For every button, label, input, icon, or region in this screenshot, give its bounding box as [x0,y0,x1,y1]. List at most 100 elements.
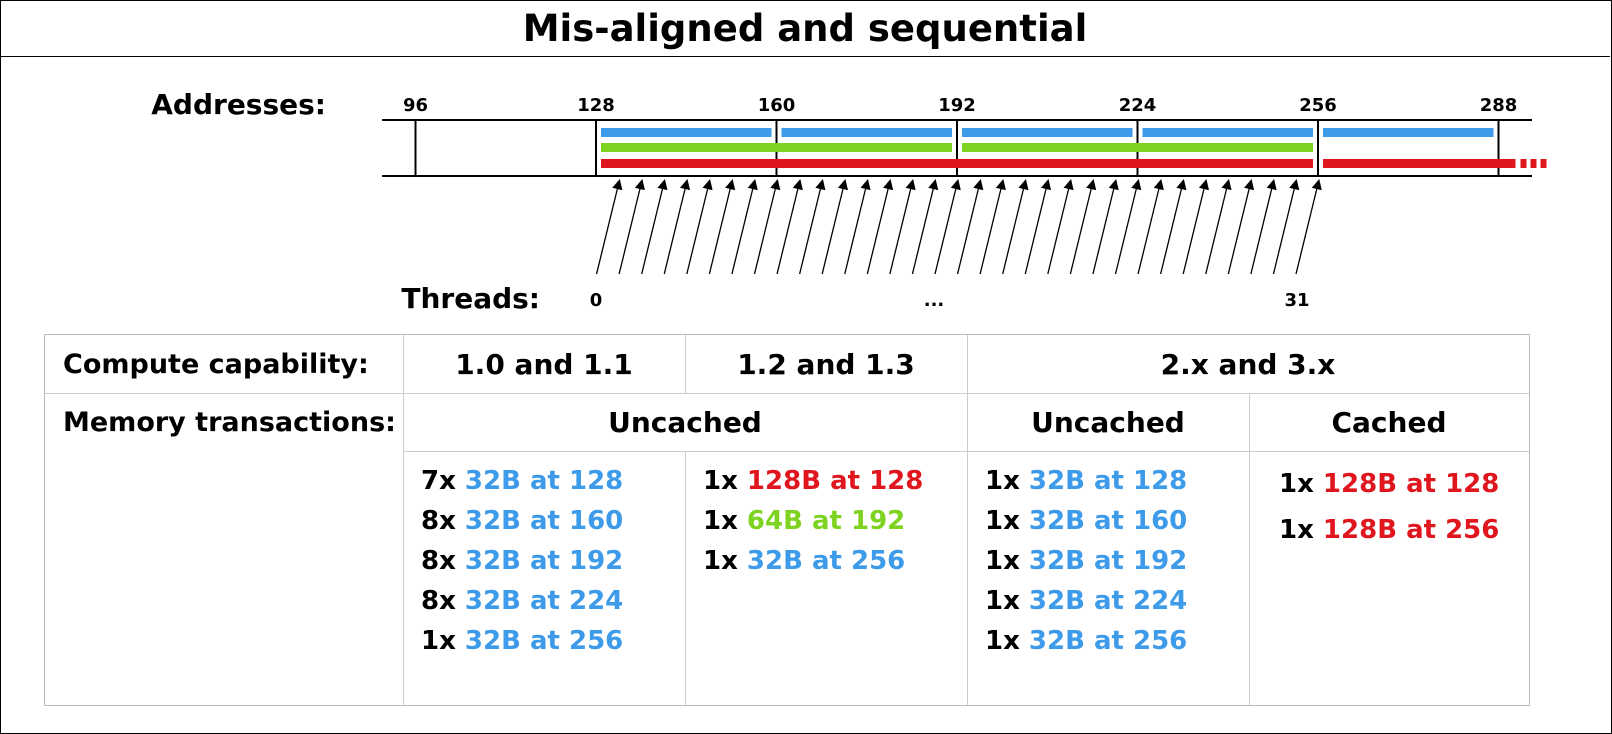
thread-arrow [1047,178,1074,275]
bar-continuation [1520,159,1527,168]
thread-arrow [1024,178,1052,275]
bar-32b [601,128,772,137]
thread-arrow [641,178,668,275]
address-tick-label: 96 [403,95,428,116]
memory-transactions-label: Memory transactions: [63,406,396,438]
address-tick-label: 128 [577,95,615,116]
transaction-desc: 32B at 224 [464,586,624,616]
col-divider [1249,393,1250,705]
transaction-item: 1x 32B at 128 [985,461,1187,501]
bar-64b-a [601,143,952,152]
bar-32b [962,128,1133,137]
row-divider [403,451,1529,452]
memory-diagram: Addresses: 96 128 160 192 224 256 288 Threads:… [151,88,1547,315]
address-ticks: 96 128 160 192 224 256 288 [403,95,1517,116]
transaction-count: 8x [421,586,465,616]
transaction-count: 1x [985,626,1029,656]
thread-arrow [1272,178,1300,275]
bar-continuation [1530,159,1537,168]
transaction-bars [601,128,1547,168]
transaction-count: 1x [985,586,1029,616]
thread-arrow [1182,178,1210,275]
thread-arrow [889,178,916,275]
cap-1-0-header: 1.0 and 1.1 [455,347,633,381]
row-divider [45,393,1529,394]
transaction-item: 1x 32B at 256 [421,621,623,661]
figure-title: Mis-aligned and sequential [0,0,1610,57]
thread-arrow [1137,178,1164,275]
col-divider [685,335,686,393]
thread-arrow [618,178,645,275]
transaction-desc: 32B at 256 [746,546,906,576]
address-tick-label: 192 [938,95,976,116]
thread-arrow [1092,178,1119,275]
transaction-item: 1x 32B at 256 [703,541,923,581]
thread-last-label: 31 [1284,290,1309,311]
thread-arrow [911,178,939,275]
transaction-desc: 32B at 160 [464,506,624,536]
transaction-count: 1x [703,466,747,496]
transaction-item: 1x 128B at 128 [703,461,923,501]
transaction-desc: 32B at 160 [1028,506,1188,536]
thread-arrow [708,178,736,275]
thread-arrow [686,178,713,275]
transaction-count: 1x [985,506,1029,536]
thread-first-label: 0 [590,290,603,311]
bar-64b-b [962,143,1313,152]
address-tick-label: 224 [1119,95,1157,116]
transaction-count: 1x [703,546,747,576]
transaction-count: 1x [421,626,465,656]
thread-arrow [731,178,758,275]
cap-1-2-header: 1.2 and 1.3 [737,347,915,381]
thread-arrow [1295,178,1322,275]
thread-arrow [1159,178,1187,275]
transaction-count: 1x [1279,469,1323,499]
col-divider [403,335,404,705]
transaction-count: 8x [421,546,465,576]
transaction-item: 8x 32B at 224 [421,581,623,621]
transaction-count: 7x [421,466,465,496]
transaction-desc: 128B at 256 [1322,515,1500,545]
thread-arrow [1227,178,1255,275]
addresses-label: Addresses: [151,88,326,121]
transaction-count: 1x [985,546,1029,576]
transaction-desc: 128B at 128 [746,466,924,496]
transaction-item: 8x 32B at 192 [421,541,623,581]
bar-32b [1142,128,1313,137]
thread-arrow [595,178,623,275]
transactions-cap-2x-cached: 1x 128B at 128 1x 128B at 256 [1279,461,1499,553]
transaction-desc: 32B at 192 [464,546,624,576]
transaction-item: 1x 128B at 128 [1279,461,1499,507]
uncached-header-2x: Uncached [1031,405,1185,439]
transaction-item: 1x 32B at 192 [985,541,1187,581]
transaction-desc: 64B at 192 [746,506,906,536]
transaction-count: 1x [703,506,747,536]
thread-middle-label: ... [924,290,945,311]
bar-128b [601,159,1313,168]
transaction-item: 7x 32B at 128 [421,461,623,501]
thread-arrow [979,178,1006,275]
thread-arrow [1250,178,1277,275]
transaction-desc: 32B at 224 [1028,586,1188,616]
transaction-item: 1x 64B at 192 [703,501,923,541]
transaction-desc: 128B at 128 [1322,469,1500,499]
cached-header-2x: Cached [1331,405,1447,439]
transaction-count: 1x [1279,515,1323,545]
thread-arrows [595,178,1322,275]
bar-continuation [1540,159,1547,168]
thread-arrow [1205,178,1232,275]
thread-arrow [753,178,781,275]
thread-arrow [1114,178,1142,275]
address-tick-label: 160 [758,95,796,116]
transaction-item: 8x 32B at 160 [421,501,623,541]
cap-2x-header: 2.x and 3.x [1160,347,1336,381]
transaction-item: 1x 32B at 160 [985,501,1187,541]
col-divider [685,451,686,705]
thread-arrow [844,178,871,275]
threads-label: Threads: [401,282,540,315]
transaction-item: 1x 32B at 256 [985,621,1187,661]
transactions-cap-2x-uncached: 1x 32B at 128 1x 32B at 160 1x 32B at 192 1… [985,461,1187,661]
thread-arrow [866,178,894,275]
bar-128b-ext [1323,159,1516,168]
transaction-count: 8x [421,506,465,536]
